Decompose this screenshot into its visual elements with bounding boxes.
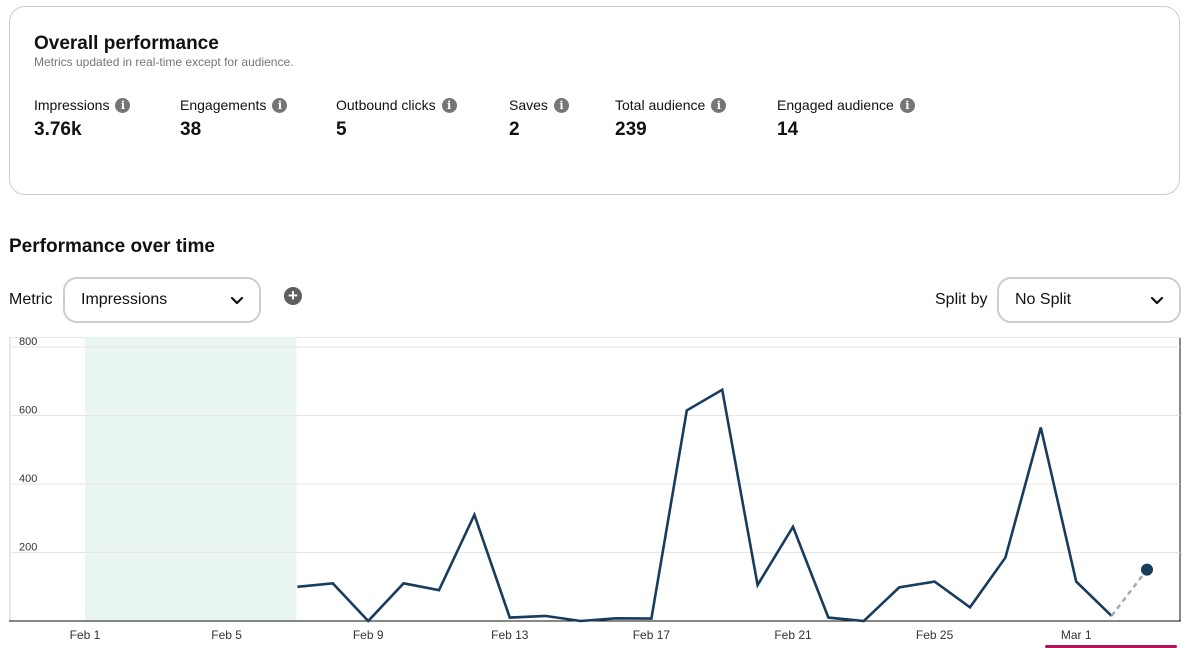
- info-icon[interactable]: i: [553, 97, 569, 113]
- metric-label: Engaged audience: [777, 97, 894, 113]
- metric-label: Engagements: [180, 97, 267, 113]
- impressions-series-line: [297, 387, 1113, 623]
- performance-over-time-title: Performance over time: [9, 236, 215, 257]
- chevron-down-icon: [230, 296, 244, 305]
- chevron-down-icon: [1150, 296, 1164, 305]
- latest-data-point: [1141, 563, 1153, 576]
- metric-outbound-clicks: Outbound clicks i 5: [336, 97, 457, 141]
- metric-saves: Saves i 2: [509, 97, 569, 141]
- info-icon[interactable]: i: [711, 97, 727, 113]
- y-tick-label: 800: [19, 337, 37, 348]
- metric-select-value: Impressions: [81, 291, 168, 308]
- metric-label: Outbound clicks: [336, 97, 436, 113]
- projected-series-line: [1110, 568, 1148, 617]
- metric-value: 2: [509, 119, 520, 140]
- plus-circle-icon[interactable]: +: [284, 287, 302, 305]
- metric-value: 38: [180, 119, 202, 140]
- info-icon[interactable]: i: [272, 97, 288, 113]
- x-tick-label: Mar 1: [1061, 628, 1092, 642]
- overall-performance-title: Overall performance: [34, 33, 219, 54]
- highlight-range: [85, 337, 297, 621]
- overall-performance-subtitle: Metrics updated in real-time except for …: [34, 55, 294, 69]
- metric-value: 3.76k: [34, 119, 82, 140]
- metric-value: 239: [615, 119, 647, 140]
- info-icon[interactable]: i: [115, 97, 131, 113]
- metric-label: Impressions: [34, 97, 110, 113]
- bottom-accent-bar: [1045, 645, 1177, 648]
- x-tick-label: Feb 25: [916, 628, 954, 642]
- metric-impressions: Impressions i 3.76k: [34, 97, 131, 141]
- metric-label: Saves: [509, 97, 548, 113]
- info-icon[interactable]: i: [441, 97, 457, 113]
- y-tick-label: 400: [19, 473, 37, 485]
- metric-label: Metric: [9, 291, 53, 308]
- x-tick-label: Feb 17: [633, 628, 671, 642]
- split-select[interactable]: No Split: [997, 277, 1181, 323]
- metric-label: Total audience: [615, 97, 706, 113]
- metric-engaged-audience: Engaged audience i 14: [777, 97, 915, 141]
- metric-select[interactable]: Impressions: [63, 277, 261, 323]
- metric-value: 14: [777, 119, 799, 140]
- x-tick-label: Feb 5: [211, 628, 242, 642]
- metric-engagements: Engagements i 38: [180, 97, 288, 141]
- x-tick-label: Feb 13: [491, 628, 529, 642]
- y-tick-label: 600: [19, 405, 37, 417]
- x-tick-label: Feb 21: [774, 628, 812, 642]
- metric-total-audience: Total audience i 239: [615, 97, 727, 141]
- overall-performance-card: Overall performance Metrics updated in r…: [9, 6, 1180, 195]
- x-tick-label: Feb 9: [353, 628, 384, 642]
- info-icon[interactable]: i: [899, 97, 915, 113]
- x-tick-label: Feb 1: [70, 628, 101, 642]
- impressions-line-chart: 200 400 600 800 Feb 1 Feb 5 Feb 9 Feb 13 Feb 17 F…: [9, 337, 1181, 642]
- split-by-label: Split by: [935, 291, 988, 308]
- metric-value: 5: [336, 119, 347, 140]
- split-select-value: No Split: [1015, 291, 1072, 308]
- y-tick-label: 200: [19, 542, 37, 554]
